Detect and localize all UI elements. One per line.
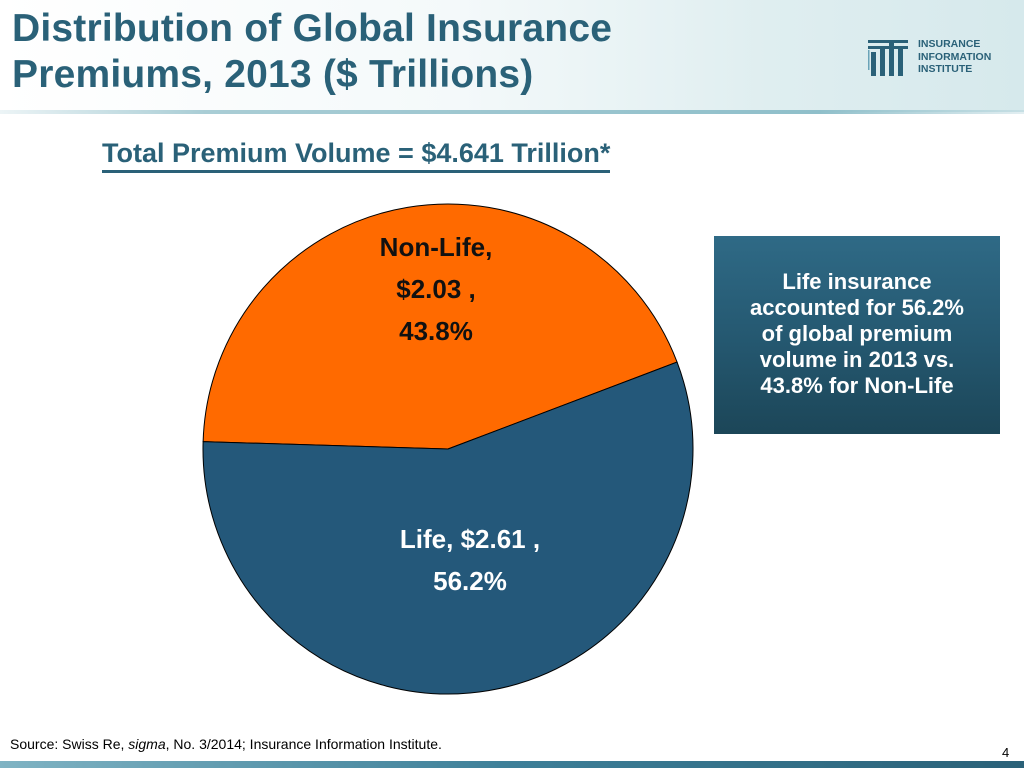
footer-band [0, 761, 1024, 768]
life-slice [202, 361, 694, 695]
source-prefix: Source: Swiss Re, [10, 736, 129, 752]
life-label-line-1: Life, $2.61 , [399, 524, 541, 554]
non-life-label-line-3: 43.8% [399, 316, 473, 346]
source-suffix: , No. 3/2014; Insurance Information Inst… [165, 736, 442, 752]
slide-title-line-2: Premiums, 2013 ($ Trillions) [12, 53, 534, 96]
iii-logo-text: INSURANCE INFORMATION INSTITUTE [918, 38, 991, 76]
source-note: Source: Swiss Re, sigma, No. 3/2014; Ins… [10, 736, 442, 752]
life-label-line-2: 56.2% [433, 566, 507, 596]
iii-logo: INSURANCE INFORMATION INSTITUTE [866, 36, 1016, 80]
non-life-label-line-1: Non-Life, [379, 232, 493, 262]
iii-logo-icon [868, 40, 908, 76]
life-data-label: Life, $2.61 , 56.2% [350, 518, 590, 602]
callout-box: Life insurance accounted for 56.2% of gl… [714, 236, 1000, 434]
source-italic: sigma [128, 736, 166, 752]
slide-title: Distribution of Global Insurance Premium… [12, 6, 612, 98]
slide-title-line-1: Distribution of Global Insurance [12, 7, 613, 50]
chart-subtitle: Total Premium Volume = $4.641 Trillion* [102, 136, 611, 173]
callout-line-3: of global premium [761, 321, 953, 346]
page-number: 4 [1002, 745, 1010, 760]
non-life-data-label: Non-Life, $2.03 , 43.8% [336, 226, 536, 352]
callout-line-1: Life insurance [782, 269, 932, 294]
logo-line-2: INFORMATION [918, 50, 992, 63]
logo-line-3: INSTITUTE [918, 63, 973, 75]
header-divider [0, 110, 1024, 114]
callout-line-4: volume in 2013 vs. [759, 347, 955, 372]
callout-line-5: 43.8% for Non-Life [760, 373, 954, 398]
non-life-slice [202, 203, 678, 450]
non-life-label-line-2: $2.03 , [396, 274, 476, 304]
callout-line-2: accounted for 56.2% [750, 295, 964, 320]
header-band [0, 0, 1024, 112]
logo-line-1: INSURANCE [918, 38, 981, 50]
